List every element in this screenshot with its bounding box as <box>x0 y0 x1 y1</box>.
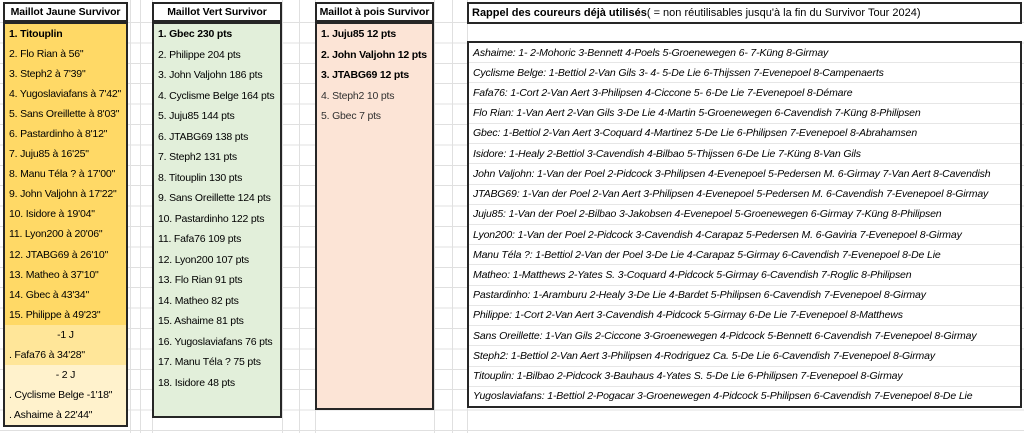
maillot-jaune-standings: 1. Titouplin 2. Flo Rian à 56" 3. Steph2… <box>3 22 128 427</box>
points-standing-row[interactable]: 11. Fafa76 109 pts <box>158 233 242 246</box>
gc-standing-row[interactable]: . Ashaime à 22'44" <box>5 404 126 425</box>
gc-minus1day-label[interactable]: -1 J <box>5 324 126 345</box>
used-riders-row[interactable]: Pastardinho: 1-Aramburu 2-Healy 3-De Lie… <box>469 286 1020 306</box>
gc-standing-row[interactable]: 10. Isidore à 19'04" <box>9 208 95 221</box>
points-standing-row[interactable]: 1. Gbec 230 pts <box>158 28 233 41</box>
maillot-pois-standings: 1. Juju85 12 pts 2. John Valjohn 12 pts … <box>315 22 434 410</box>
used-riders-title: Rappel des coureurs déjà utilisés <box>472 7 647 19</box>
used-riders-row[interactable]: Philippe: 1-Cort 2-Van Aert 3-Cavendish … <box>469 306 1020 327</box>
used-riders-row[interactable]: Matheo: 1-Matthews 2-Yates S. 3-Coquard … <box>469 265 1020 286</box>
maillot-vert-header[interactable]: Maillot Vert Survivor <box>152 2 282 22</box>
points-standing-row[interactable]: 8. Titouplin 130 pts <box>158 171 243 184</box>
used-riders-list: Ashaime: 1- 2-Mohoric 3-Bennett 4-Poels … <box>467 41 1022 408</box>
points-standing-row[interactable]: 14. Matheo 82 pts <box>158 294 239 307</box>
gc-standing-row[interactable]: 6. Pastardinho à 8'12" <box>9 128 108 141</box>
gc-standing-row[interactable]: 5. Sans Oreillette à 8'03" <box>9 108 120 121</box>
gridline-vertical <box>452 0 453 433</box>
gc-standing-row[interactable]: 1. Titouplin <box>9 28 63 41</box>
points-standing-row[interactable]: 10. Pastardinho 122 pts <box>158 212 265 225</box>
kom-standing-row[interactable]: 4. Steph2 10 pts <box>321 89 395 102</box>
used-riders-header[interactable]: Rappel des coureurs déjà utilisés ( = no… <box>467 2 1022 24</box>
points-standing-row[interactable]: 18. Isidore 48 pts <box>158 376 235 389</box>
used-riders-row[interactable]: John Valjohn: 1-Van der Poel 2-Pidcock 3… <box>469 164 1020 185</box>
points-standing-row[interactable]: 9. Sans Oreillette 124 pts <box>158 192 271 205</box>
used-riders-row[interactable]: Sans Oreillette: 1-Van Gils 2-Ciccone 3-… <box>469 326 1020 347</box>
kom-standing-row[interactable]: 3. JTABG69 12 pts <box>321 69 410 82</box>
points-standing-row[interactable]: 16. Yugoslaviafans 76 pts <box>158 335 273 348</box>
used-riders-row[interactable]: Yugoslaviafans: 1-Bettiol 2-Pogacar 3-Gr… <box>473 390 973 403</box>
gridline-vertical <box>130 0 131 433</box>
gc-standing-row[interactable]: 12. JTABG69 à 26'10" <box>9 248 109 261</box>
gc-standing-row[interactable]: 13. Matheo à 37'10" <box>9 268 99 281</box>
used-riders-row[interactable]: Lyon200: 1-Van der Poel 2-Pidcock 3-Cave… <box>469 225 1020 246</box>
points-standing-row[interactable]: 12. Lyon200 107 pts <box>158 253 249 266</box>
used-riders-row[interactable]: Cyclisme Belge: 1-Bettiol 2-Van Gils 3- … <box>469 63 1020 84</box>
used-riders-row[interactable]: JTABG69: 1-Van der Poel 2-Van Aert 3-Phi… <box>469 185 1020 205</box>
gc-standing-row[interactable]: 7. Juju85 à 16'25" <box>9 148 89 161</box>
gc-standing-row[interactable]: . Fafa76 à 34'28" <box>5 344 126 365</box>
points-standing-row[interactable]: 17. Manu Téla ? 75 pts <box>158 356 261 369</box>
maillot-pois-header[interactable]: Maillot à pois Survivor <box>315 2 434 22</box>
points-standing-row[interactable]: 6. JTABG69 138 pts <box>158 130 249 143</box>
used-riders-row[interactable]: Titouplin: 1-Bilbao 2-Pidcock 3-Bauhaus … <box>469 367 1020 387</box>
gc-standing-row[interactable]: 9. John Valjohn à 17'22" <box>9 188 117 201</box>
points-standing-row[interactable]: 4. Cyclisme Belge 164 pts <box>158 89 275 102</box>
points-standing-row[interactable]: 13. Flo Rian 91 pts <box>158 274 243 287</box>
used-riders-subtitle: ( = non réutilisables jusqu'à la fin du … <box>646 7 921 19</box>
gc-standing-row[interactable]: 14. Gbec à 43'34" <box>9 288 89 301</box>
gc-standing-row[interactable]: 15. Philippe à 49'23" <box>9 308 101 321</box>
points-standing-row[interactable]: 15. Ashaime 81 pts <box>158 315 244 328</box>
maillot-vert-standings: 1. Gbec 230 pts 2. Philippe 204 pts 3. J… <box>152 22 282 418</box>
points-standing-row[interactable]: 7. Steph2 131 pts <box>158 151 237 164</box>
kom-standing-row[interactable]: 2. John Valjohn 12 pts <box>321 48 427 61</box>
used-riders-row[interactable]: Gbec: 1-Bettiol 2-Van Aert 3-Coquard 4-M… <box>469 124 1020 145</box>
used-riders-row[interactable]: Manu Téla ?: 1-Bettiol 2-Van der Poel 3-… <box>469 245 1020 266</box>
used-riders-row[interactable]: Flo Rian: 1-Van Aert 2-Van Gils 3-De Lie… <box>469 104 1020 124</box>
gridline-vertical <box>282 0 283 433</box>
gc-standing-row[interactable]: 11. Lyon200 à 20'06" <box>9 228 103 241</box>
used-riders-row[interactable]: Isidore: 1-Healy 2-Bettiol 3-Cavendish 4… <box>469 144 1020 165</box>
gc-standing-row[interactable]: 2. Flo Rian à 56" <box>9 48 84 61</box>
used-riders-row[interactable]: Ashaime: 1- 2-Mohoric 3-Bennett 4-Poels … <box>469 43 1020 64</box>
used-riders-row[interactable]: Steph2: 1-Bettiol 2-Van Aert 3-Philipsen… <box>469 346 1020 367</box>
gc-minus2days-label[interactable]: - 2 J <box>5 364 126 385</box>
gc-standing-row[interactable]: 4. Yugoslaviafans à 7'42" <box>9 88 122 101</box>
kom-standing-row[interactable]: 5. Gbec 7 pts <box>321 110 381 123</box>
points-standing-row[interactable]: 2. Philippe 204 pts <box>158 48 241 61</box>
maillot-jaune-header[interactable]: Maillot Jaune Survivor <box>3 2 128 22</box>
kom-standing-row[interactable]: 1. Juju85 12 pts <box>321 28 397 41</box>
gridline-vertical <box>299 0 300 433</box>
used-riders-row[interactable]: Fafa76: 1-Cort 2-Van Aert 3-Philipsen 4-… <box>469 83 1020 104</box>
gc-standing-row[interactable]: . Cyclisme Belge -1'18" <box>5 384 126 405</box>
used-riders-row[interactable]: Juju85: 1-Van der Poel 2-Bilbao 3-Jakobs… <box>469 205 1020 225</box>
gc-standing-row[interactable]: 3. Steph2 à 7'39" <box>9 68 86 81</box>
gridline-vertical <box>140 0 141 433</box>
points-standing-row[interactable]: 3. John Valjohn 186 pts <box>158 69 263 82</box>
gridline-vertical <box>434 0 435 433</box>
points-standing-row[interactable]: 5. Juju85 144 pts <box>158 110 235 123</box>
gc-standing-row[interactable]: 8. Manu Téla ? à 17'00" <box>9 168 116 181</box>
